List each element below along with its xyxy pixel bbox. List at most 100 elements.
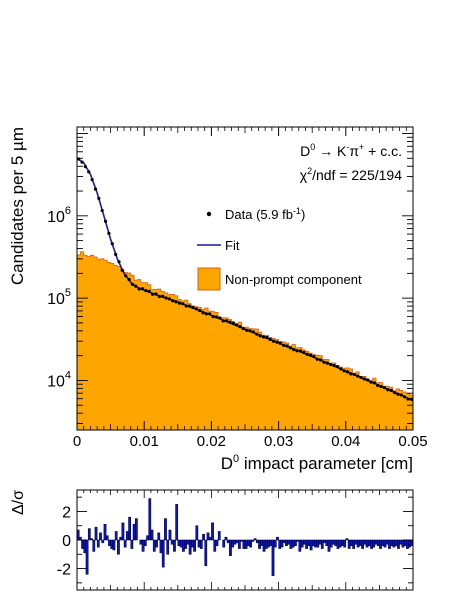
data-point [241, 326, 245, 331]
data-point [214, 315, 219, 319]
data-point [399, 393, 403, 397]
x-tick-label: 0.01 [130, 433, 159, 450]
residual-bar [249, 539, 252, 548]
data-point [144, 288, 148, 293]
legend-nonprompt-swatch [197, 267, 221, 291]
residual-bar [271, 539, 275, 576]
data-point [409, 397, 413, 401]
data-point [151, 292, 155, 296]
residual-bar [354, 539, 358, 545]
residual-bar [143, 539, 147, 546]
residual-bar [184, 539, 188, 549]
residual-bar [150, 529, 154, 541]
data-point [278, 341, 282, 345]
residual-bar [298, 539, 302, 552]
legend-data-label: Data (5.9 fb-1) [225, 206, 305, 222]
data-point [275, 340, 279, 344]
residual-bar [305, 539, 308, 549]
residual-bar [280, 539, 284, 548]
residual-bar [314, 539, 317, 548]
residual-bar [182, 539, 185, 552]
residual-bar [186, 539, 190, 545]
residual-bar [381, 539, 385, 546]
x-tick-label: 0.03 [264, 433, 293, 450]
residual-bar [406, 539, 409, 549]
residual-bar [152, 539, 156, 552]
data-point [392, 391, 397, 395]
residual-plot-area [76, 498, 414, 576]
data-point [140, 287, 145, 291]
residual-bar [255, 539, 259, 544]
data-point [117, 260, 121, 264]
residual-bar [233, 539, 237, 545]
main-x-axis-label: D0 impact parameter [cm] [221, 453, 413, 473]
data-point [157, 294, 161, 299]
residual-bar [202, 534, 205, 541]
data-point [305, 352, 309, 356]
data-point [218, 316, 222, 320]
residual-bar [195, 525, 199, 541]
residual-y-ticks: 2 0 -2 [57, 496, 413, 584]
data-point [342, 369, 346, 373]
residual-bar [374, 539, 378, 545]
data-point [386, 388, 390, 392]
residual-bar [217, 531, 221, 541]
residual-bar [177, 539, 181, 546]
residual-bar [166, 539, 170, 555]
residual-bar [117, 539, 120, 555]
residual-bar [206, 532, 210, 541]
residual-bar [159, 539, 163, 554]
residual-bar [179, 539, 183, 548]
residual-bar [126, 531, 129, 541]
residual-bar [253, 538, 257, 541]
data-point [204, 312, 208, 316]
data-point [325, 361, 329, 365]
data-point [308, 353, 313, 357]
residual-bar [345, 538, 349, 541]
data-point [171, 299, 175, 303]
data-point [147, 289, 151, 293]
main-x-ticks: 0 0.01 0.02 0.03 0.04 0.05 [73, 127, 428, 450]
residual-x-ticks [76, 490, 414, 590]
data-point [261, 335, 266, 339]
residual-bar [267, 539, 270, 548]
residual-bar [370, 539, 373, 549]
data-points [77, 157, 413, 401]
residual-bar [327, 539, 331, 552]
legend-nonprompt-label: Non-prompt component [225, 272, 362, 287]
residual-bar [300, 539, 304, 548]
residual-bar [190, 539, 194, 548]
residual-bar [110, 539, 114, 549]
data-point [231, 321, 235, 325]
data-point [154, 292, 158, 296]
data-point [271, 339, 276, 343]
residual-bar [94, 526, 98, 541]
residual-bar [199, 539, 203, 549]
residual-bar [325, 539, 329, 546]
data-point [198, 308, 202, 313]
residual-bar [85, 539, 89, 575]
residual-bar [197, 539, 201, 548]
data-point [298, 349, 303, 353]
data-point [265, 335, 269, 340]
residual-bar [361, 539, 364, 549]
legend-fit-label: Fit [225, 238, 240, 253]
main-y-ticks: 104 105 106 [47, 133, 413, 424]
data-point [83, 165, 87, 169]
residual-bar [332, 539, 335, 545]
residual-bar [99, 532, 102, 541]
residual-bar [383, 539, 387, 548]
data-point [389, 388, 393, 392]
data-point [100, 208, 104, 213]
data-point [302, 350, 306, 354]
x-tick-label: 0 [73, 433, 81, 450]
data-point [382, 386, 387, 390]
residual-bar [164, 518, 167, 541]
residual-bar [121, 522, 125, 541]
data-point [376, 383, 380, 388]
residual-bar [392, 539, 396, 548]
data-point [224, 319, 229, 323]
data-point [120, 268, 124, 272]
residual-bar [168, 529, 172, 541]
data-point [379, 384, 383, 389]
